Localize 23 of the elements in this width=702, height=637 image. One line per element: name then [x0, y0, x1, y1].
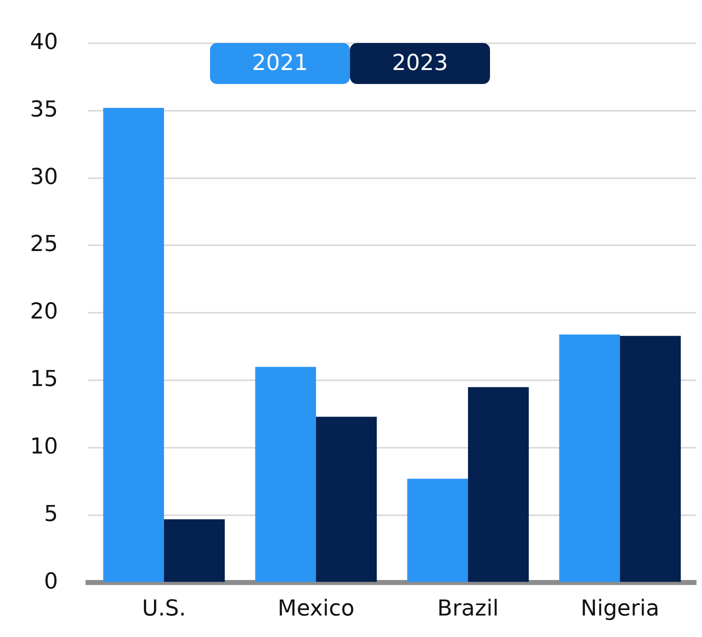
y-tick-label: 30	[30, 164, 58, 190]
y-tick-label: 15	[30, 367, 58, 392]
y-tick-label: 0	[44, 569, 58, 594]
y-tick-label: 40	[30, 30, 58, 55]
y-tick-label: 20	[30, 300, 58, 325]
bar	[164, 519, 225, 582]
y-tick-label: 35	[30, 97, 58, 122]
bar	[407, 478, 468, 582]
bar	[620, 336, 681, 582]
bar	[468, 387, 529, 582]
y-tick-label: 25	[30, 232, 58, 258]
bar	[103, 108, 164, 582]
x-tick-label: U.S.	[142, 596, 186, 622]
x-tick-label: Mexico	[278, 596, 354, 622]
x-tick-label: Nigeria	[580, 596, 660, 622]
bar	[255, 366, 316, 582]
bar	[316, 416, 377, 582]
x-tick-label: Brazil	[437, 596, 499, 622]
y-tick-label: 10	[30, 434, 58, 460]
bar	[559, 334, 620, 582]
text: 2023	[350, 43, 490, 84]
y-tick-label: 5	[44, 502, 58, 527]
text: 2021	[210, 43, 350, 84]
